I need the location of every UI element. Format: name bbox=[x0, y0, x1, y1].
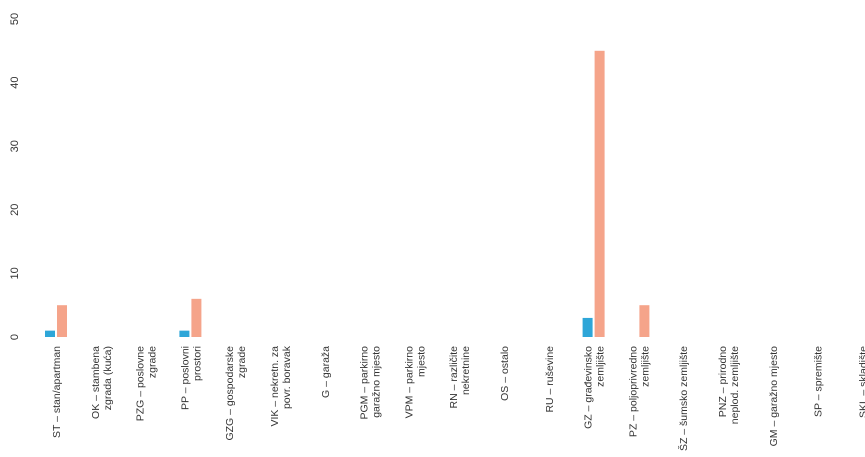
category-label-13-line-0: PZ – poljoprivredno bbox=[627, 346, 639, 437]
category-label-7-line-1: garažno mjesto bbox=[371, 346, 383, 418]
category-label-2-line-1: zgrade bbox=[147, 346, 159, 378]
category-label-10-line-0: OS – ostalo bbox=[499, 346, 511, 401]
bar-series1-cat-0 bbox=[45, 330, 55, 337]
category-label-13-line-1: zemljište bbox=[639, 346, 651, 387]
category-label-17-line-0: SP – spremište bbox=[813, 346, 825, 417]
category-label-3: PP – poslovni prostori bbox=[179, 346, 203, 410]
category-label-14-line-0: ŠZ – šumsko zemljište bbox=[677, 346, 690, 451]
category-label-5-line-0: VIK – nekretn. za bbox=[269, 346, 281, 427]
category-label-8-line-1: mjesto bbox=[415, 346, 427, 377]
category-label-2: PZG – poslovne zgrade bbox=[135, 346, 159, 421]
category-label-2-line-0: PZG – poslovne bbox=[135, 346, 147, 421]
category-label-9-line-1: nekretnine bbox=[460, 346, 472, 395]
bar-series2-cat-12 bbox=[594, 50, 605, 338]
category-label-16: GM – garažno mjesto bbox=[768, 346, 780, 447]
bar-series1-cat-3 bbox=[179, 330, 190, 337]
category-label-15: PNZ – prirodno neplod. zemljište bbox=[717, 346, 741, 424]
category-label-3-line-1: prostori bbox=[191, 346, 203, 381]
y-tick-label-30: 30 bbox=[9, 140, 21, 152]
category-label-0-line-0: ST – stan/apartman bbox=[51, 346, 63, 438]
category-label-4-line-0: GZG – gospodarske bbox=[224, 346, 236, 441]
y-tick-label-0: 0 bbox=[9, 334, 21, 340]
category-label-7-line-0: PGM – parkirno bbox=[359, 346, 371, 420]
category-label-11: RU – ruševine bbox=[544, 346, 556, 413]
y-tick-label-10: 10 bbox=[9, 267, 21, 279]
bar-series2-cat-0 bbox=[57, 305, 67, 337]
category-label-18: SKL – skladište bbox=[857, 346, 865, 418]
category-label-16-line-0: GM – garažno mjesto bbox=[768, 346, 780, 447]
category-label-17: SP – spremište bbox=[813, 346, 825, 417]
category-label-14: ŠZ – šumsko zemljište bbox=[677, 346, 690, 451]
category-label-12: GZ – građevinsko zemljište bbox=[583, 346, 607, 429]
category-label-10: OS – ostalo bbox=[499, 346, 511, 401]
category-label-6-line-0: G – garaža bbox=[320, 346, 332, 398]
category-label-13: PZ – poljoprivredno zemljište bbox=[627, 346, 651, 437]
category-label-7: PGM – parkirno garažno mjesto bbox=[359, 346, 383, 420]
y-tick-label-40: 40 bbox=[9, 76, 21, 88]
category-label-4: GZG – gospodarske zgrade bbox=[224, 346, 248, 441]
category-label-11-line-0: RU – ruševine bbox=[544, 346, 556, 413]
bar-series2-cat-3 bbox=[191, 298, 202, 337]
y-tick-label-20: 20 bbox=[9, 204, 21, 216]
category-label-8-line-0: VPM – parkirno bbox=[403, 346, 415, 419]
category-label-15-line-1: neplod. zemljište bbox=[729, 346, 741, 424]
bar-series2-cat-13 bbox=[639, 305, 650, 337]
category-label-9: RN – različite nekretnine bbox=[448, 346, 472, 409]
y-tick-label-50: 50 bbox=[9, 13, 21, 25]
category-label-1-line-0: OK – stambena bbox=[90, 346, 102, 419]
category-label-4-line-1: zgrade bbox=[236, 346, 248, 378]
category-label-1-line-1: zgrada (kuća) bbox=[102, 346, 114, 410]
category-label-18-line-0: SKL – skladište bbox=[857, 346, 865, 418]
category-label-15-line-0: PNZ – prirodno bbox=[717, 346, 729, 417]
category-label-12-line-1: zemljište bbox=[595, 346, 607, 387]
category-label-5-line-1: povr. boravak bbox=[281, 345, 293, 409]
category-label-1: OK – stambena zgrada (kuća) bbox=[90, 346, 114, 419]
category-label-6: G – garaža bbox=[320, 346, 332, 398]
category-label-8: VPM – parkirno mjesto bbox=[403, 346, 427, 419]
bar-series1-cat-12 bbox=[582, 317, 593, 337]
category-label-9-line-0: RN – različite bbox=[448, 346, 460, 409]
category-label-12-line-0: GZ – građevinsko bbox=[583, 346, 595, 429]
category-label-3-line-0: PP – poslovni bbox=[179, 346, 191, 410]
category-label-5: VIK – nekretn. za povr. boravak bbox=[269, 345, 293, 426]
category-label-0: ST – stan/apartman bbox=[51, 346, 63, 438]
